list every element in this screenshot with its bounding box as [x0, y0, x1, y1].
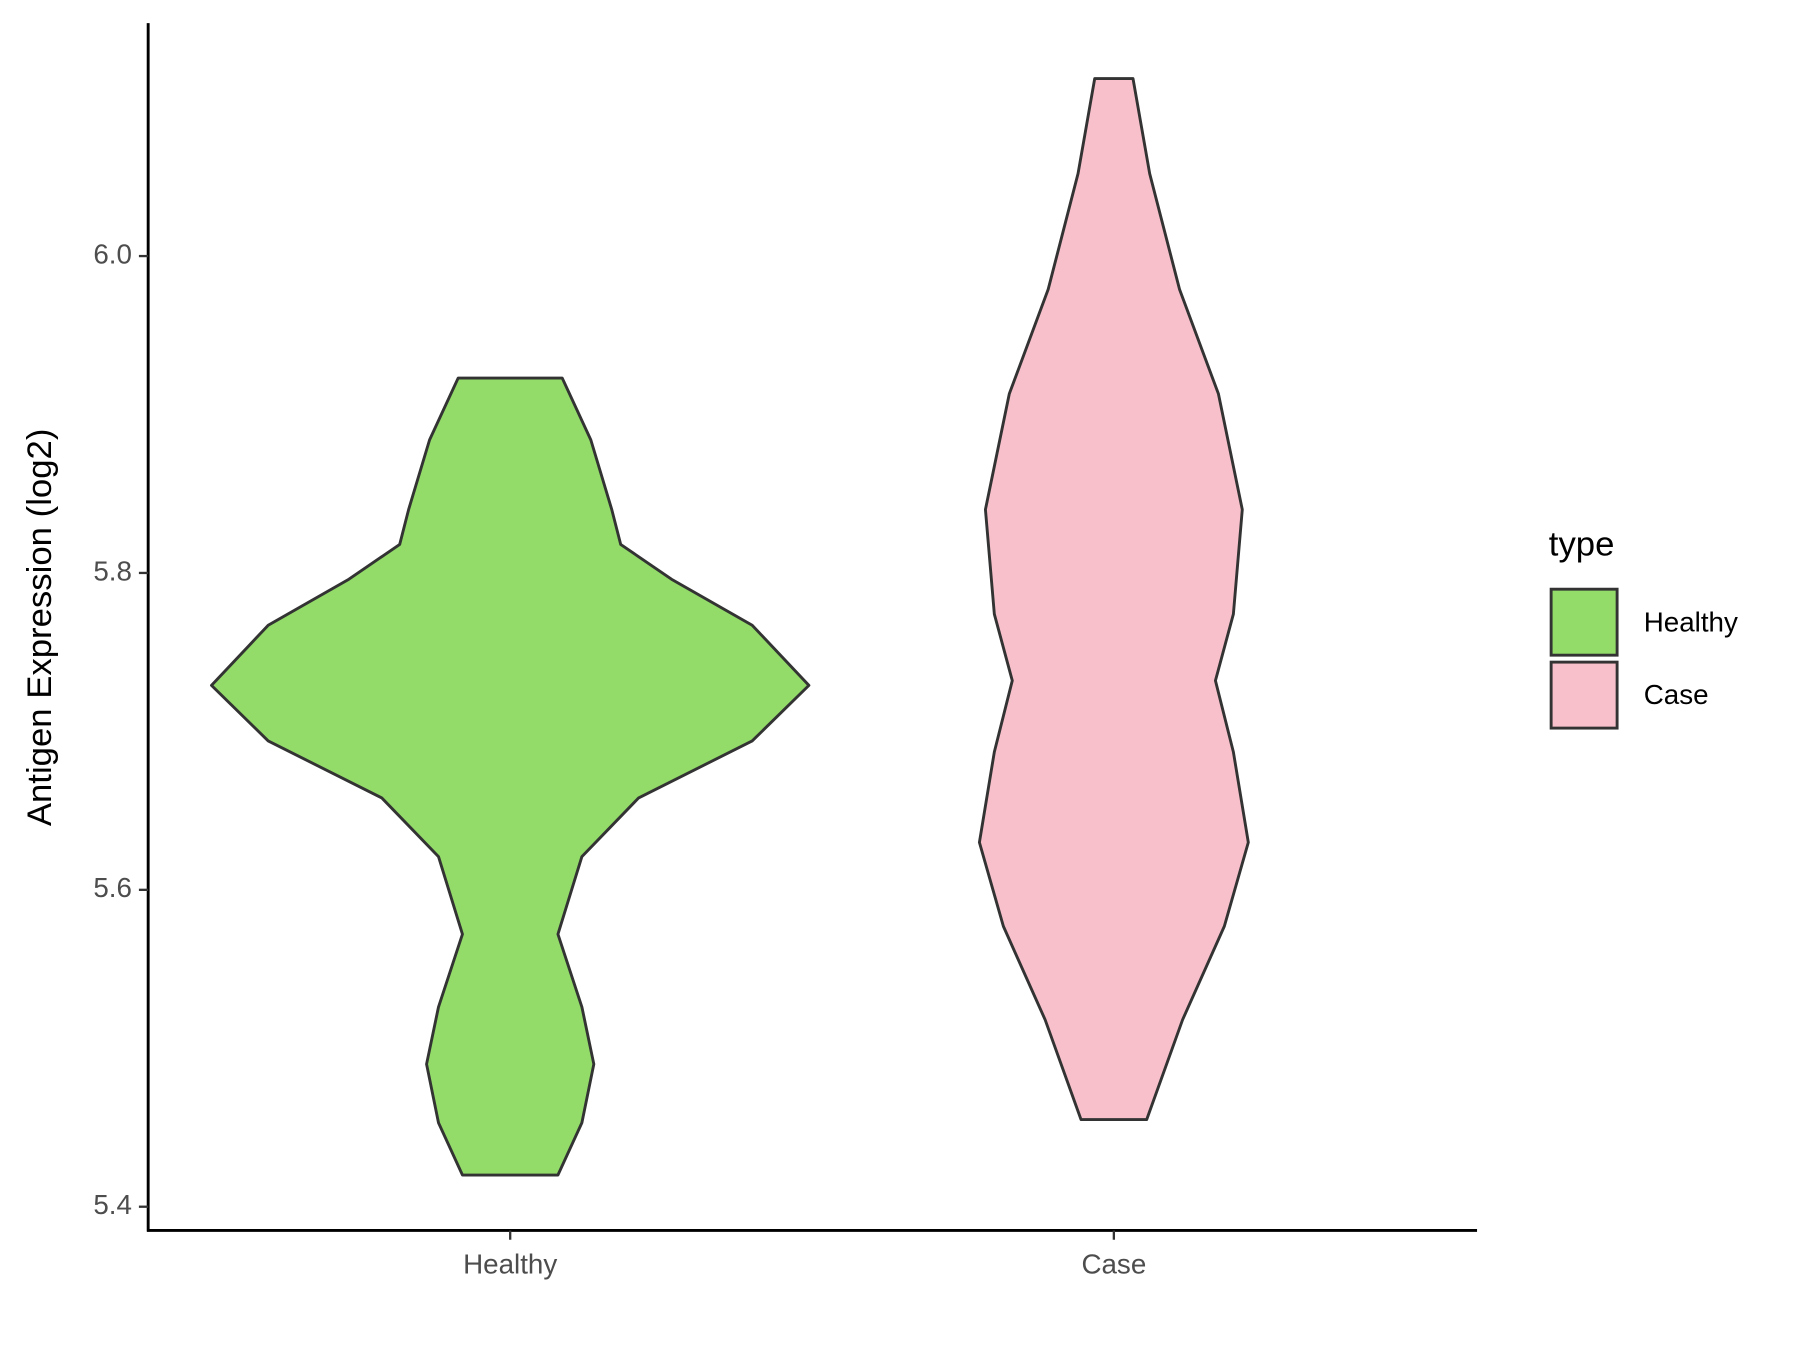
- legend-swatch: [1549, 660, 1619, 730]
- legend-swatch: [1549, 587, 1619, 657]
- y-tick-label: 5.8: [93, 555, 132, 586]
- x-tick-label: Case: [1081, 1249, 1146, 1280]
- violin: [977, 77, 1250, 1122]
- legend-label: Healthy: [1644, 606, 1738, 637]
- legend-title: type: [1549, 526, 1615, 564]
- y-axis-title: Antigen Expression (log2): [21, 429, 59, 827]
- legend-label: Case: [1644, 679, 1709, 710]
- x-tick-label: Healthy: [463, 1249, 557, 1280]
- y-tick-label: 6.0: [93, 238, 132, 269]
- y-tick-label: 5.4: [93, 1189, 132, 1220]
- y-tick-label: 5.6: [93, 872, 132, 903]
- violin: [210, 376, 811, 1177]
